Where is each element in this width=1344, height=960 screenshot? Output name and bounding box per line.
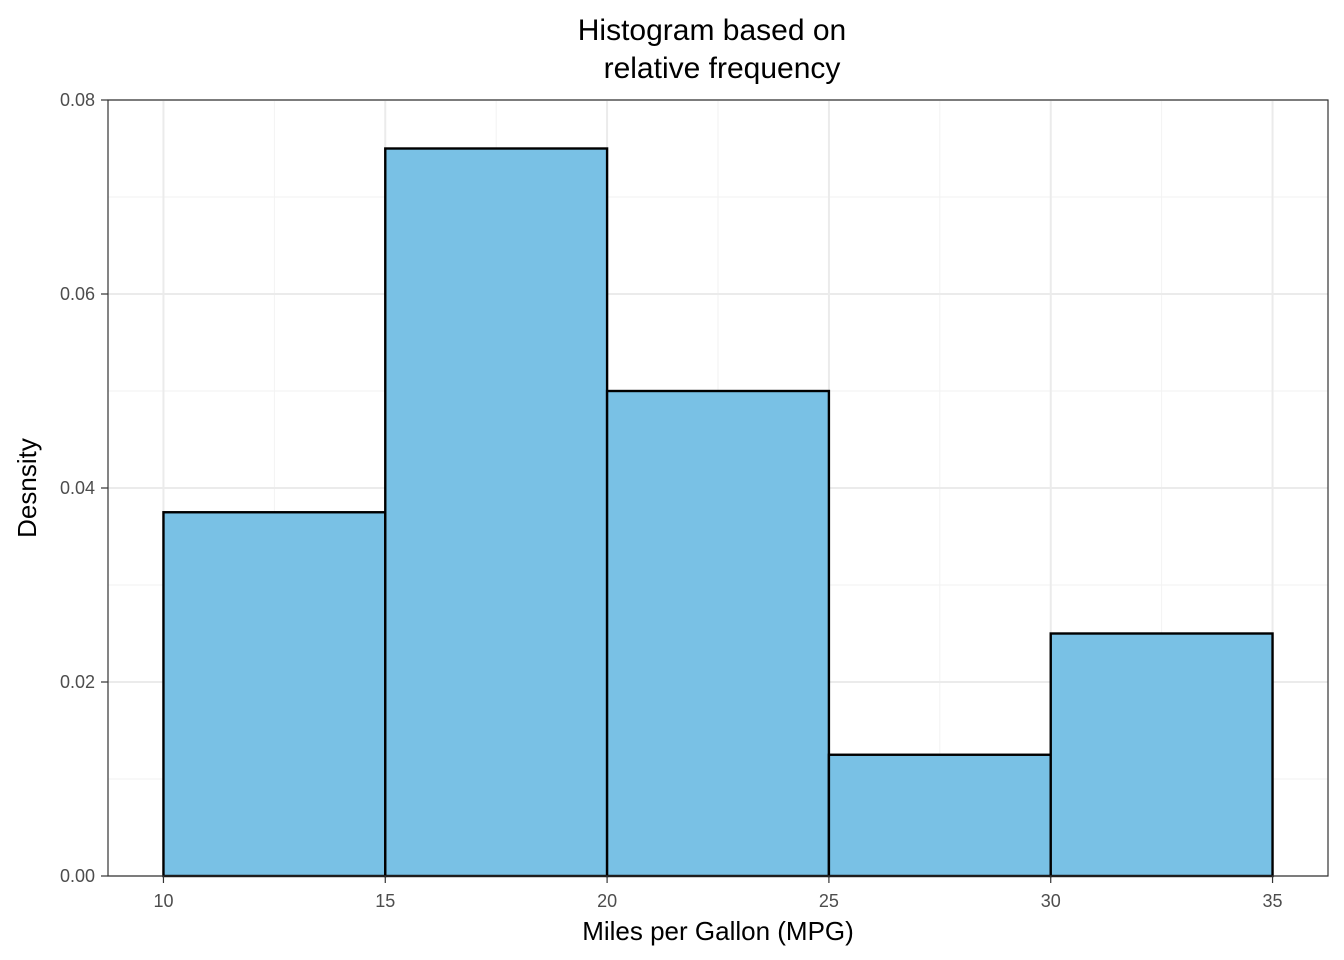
x-tick-label: 15 bbox=[375, 891, 395, 911]
chart-title-line-2: relative frequency bbox=[604, 52, 841, 85]
x-tick-label: 35 bbox=[1263, 891, 1283, 911]
y-tick-label: 0.08 bbox=[60, 90, 95, 110]
x-axis: 10 15 20 25 30 35 bbox=[153, 876, 1283, 911]
x-axis-label: Miles per Gallon (MPG) bbox=[582, 916, 854, 946]
x-tick-label: 10 bbox=[153, 891, 173, 911]
x-tick-label: 30 bbox=[1041, 891, 1061, 911]
x-tick-label: 20 bbox=[597, 891, 617, 911]
y-tick-label: 0.04 bbox=[60, 478, 95, 498]
histogram-bar-5 bbox=[1049, 632, 1274, 878]
histogram-bar-3 bbox=[605, 389, 831, 878]
histogram-bar-4 bbox=[827, 753, 1052, 878]
y-tick-label: 0.06 bbox=[60, 284, 95, 304]
y-tick-label: 0.00 bbox=[60, 866, 95, 886]
y-axis-label: Desnsity bbox=[12, 438, 42, 538]
histogram-bars bbox=[162, 147, 1274, 878]
histogram-bar-2 bbox=[384, 147, 609, 878]
x-tick-label: 25 bbox=[819, 891, 839, 911]
chart-title-line-1: Histogram based on bbox=[578, 14, 846, 47]
histogram-bar-1 bbox=[162, 511, 387, 878]
y-tick-label: 0.02 bbox=[60, 672, 95, 692]
y-axis: 0.00 0.02 0.04 0.06 0.08 bbox=[60, 90, 108, 886]
